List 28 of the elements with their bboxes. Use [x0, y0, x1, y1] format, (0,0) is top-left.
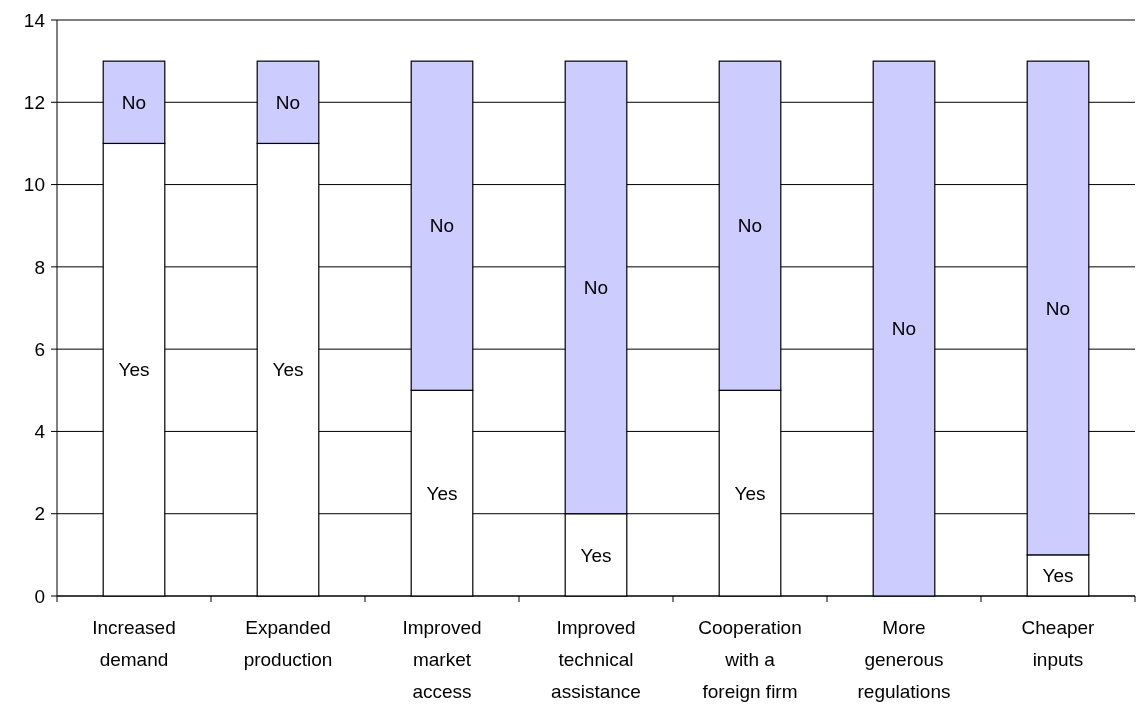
text: No: [121, 91, 147, 113]
y-tick-label: 8: [34, 256, 45, 278]
x-tick-label: More generous regulations: [857, 617, 951, 702]
text: Yes: [426, 482, 458, 504]
y-tick-label: 14: [23, 9, 46, 31]
text: Yes: [272, 359, 304, 381]
x-tick-label: Improved technical assistance: [551, 617, 641, 702]
text: Yes: [580, 544, 612, 566]
text: No: [583, 277, 609, 299]
text: Yes: [734, 482, 766, 504]
text: Yes: [118, 359, 150, 381]
y-tick-label: 6: [34, 338, 45, 360]
x-tick-label: Improved market access: [402, 617, 482, 702]
x-tick-label: Increased demand: [92, 617, 176, 670]
series-label: No: [1045, 297, 1071, 319]
y-tick-label: 2: [34, 503, 45, 525]
y-tick-label: 10: [23, 174, 45, 196]
text: No: [275, 91, 301, 113]
text: No: [891, 318, 917, 340]
x-tick-label: Cooperation with a foreign firm: [698, 617, 802, 702]
y-tick-label: 0: [34, 585, 45, 607]
text: No: [737, 215, 763, 237]
text: No: [429, 215, 455, 237]
x-tick-label: Expanded production: [243, 617, 333, 670]
series-label: Yes: [1042, 565, 1074, 587]
y-tick-label: 12: [23, 91, 45, 113]
x-tick-label: Cheaper inputs: [1021, 617, 1096, 670]
y-tick-label: 4: [34, 421, 46, 443]
